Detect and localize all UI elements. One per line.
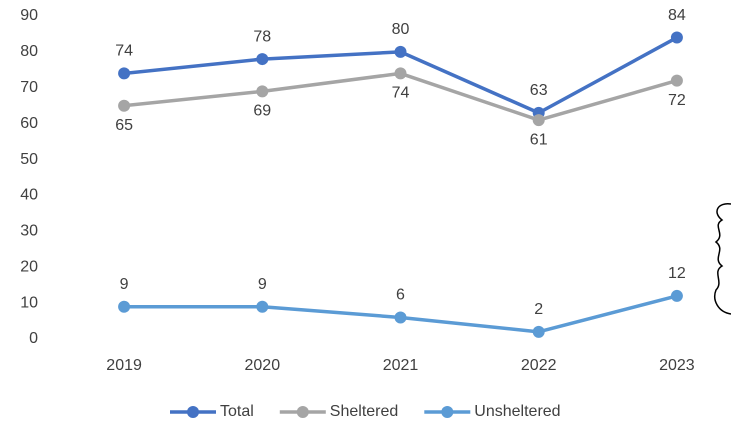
data-label: 9 — [120, 276, 129, 293]
x-tick-label: 2022 — [521, 357, 557, 374]
point — [118, 100, 130, 112]
point — [533, 326, 545, 338]
point — [395, 311, 407, 323]
y-tick-label: 70 — [20, 79, 38, 96]
chart: 0 10 20 30 40 50 60 70 80 90 2019 2020 2021 2022 2023 7… — [0, 0, 731, 426]
point — [671, 290, 683, 302]
data-label: 65 — [115, 117, 133, 134]
point — [118, 67, 130, 79]
legend-label: Sheltered — [330, 403, 399, 420]
y-tick-label: 40 — [20, 187, 38, 204]
point — [256, 85, 268, 97]
point — [533, 114, 545, 126]
y-tick-label: 60 — [20, 115, 38, 132]
data-label: 6 — [396, 287, 405, 304]
point — [256, 53, 268, 65]
y-tick-label: 50 — [20, 151, 38, 168]
point — [395, 46, 407, 58]
y-tick-label: 80 — [20, 43, 38, 60]
data-label: 78 — [253, 28, 271, 45]
data-label: 72 — [668, 92, 686, 109]
data-label: 80 — [392, 21, 410, 38]
x-tick-label: 2019 — [106, 357, 142, 374]
point — [671, 32, 683, 44]
x-tick-label: 2020 — [245, 357, 281, 374]
data-label: 2 — [534, 301, 543, 318]
data-label: 61 — [530, 131, 548, 148]
y-tick-label: 0 — [29, 330, 38, 347]
x-tick-label: 2023 — [659, 357, 695, 374]
data-label: 63 — [530, 82, 548, 99]
point — [256, 301, 268, 313]
data-label: 12 — [668, 265, 686, 282]
data-label: 9 — [258, 276, 267, 293]
data-label: 84 — [668, 7, 686, 24]
point — [118, 301, 130, 313]
point — [395, 67, 407, 79]
y-tick-label: 30 — [20, 223, 38, 240]
y-tick-label: 10 — [20, 294, 38, 311]
legend-marker — [441, 406, 453, 418]
y-tick-label: 90 — [20, 7, 38, 24]
legend-label: Total — [220, 403, 254, 420]
legend-label: Unsheltered — [474, 403, 560, 420]
data-label: 74 — [115, 43, 133, 60]
data-label: 74 — [392, 85, 410, 102]
x-tick-label: 2021 — [383, 357, 419, 374]
data-label: 69 — [253, 103, 271, 120]
legend-marker — [297, 406, 309, 418]
point — [671, 75, 683, 87]
decoration — [715, 204, 731, 314]
legend-marker — [187, 406, 199, 418]
y-tick-label: 20 — [20, 258, 38, 275]
